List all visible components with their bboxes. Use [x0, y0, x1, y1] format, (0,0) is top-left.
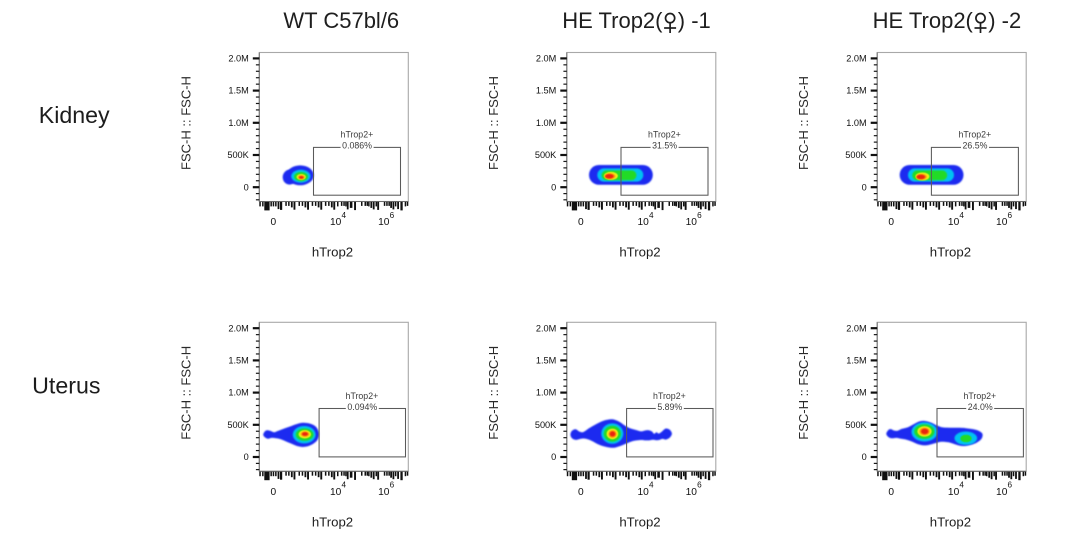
svg-text:hTrop2+: hTrop2+: [648, 130, 681, 140]
svg-text:) -2: ) -2: [988, 8, 1021, 33]
svg-text:26.5%: 26.5%: [963, 140, 988, 150]
svg-text:HE Trop2(: HE Trop2(: [562, 8, 663, 33]
svg-text:31.5%: 31.5%: [652, 140, 677, 150]
svg-text:Kidney: Kidney: [39, 102, 110, 128]
svg-text:hTrop2+: hTrop2+: [963, 391, 996, 401]
svg-text:HE Trop2(: HE Trop2(: [873, 8, 974, 33]
svg-text:hTrop2+: hTrop2+: [958, 130, 991, 140]
svg-text:hTrop2+: hTrop2+: [653, 391, 686, 401]
svg-text:) -1: ) -1: [678, 8, 711, 33]
svg-text:24.0%: 24.0%: [968, 402, 993, 412]
svg-text:Uterus: Uterus: [32, 372, 100, 398]
svg-text:hTrop2+: hTrop2+: [346, 391, 379, 401]
svg-text:hTrop2+: hTrop2+: [341, 130, 374, 140]
svg-text:0.086%: 0.086%: [342, 140, 372, 150]
svg-text:WT C57bl/6: WT C57bl/6: [283, 8, 399, 33]
svg-text:0.094%: 0.094%: [347, 402, 377, 412]
svg-text:5.89%: 5.89%: [657, 402, 682, 412]
